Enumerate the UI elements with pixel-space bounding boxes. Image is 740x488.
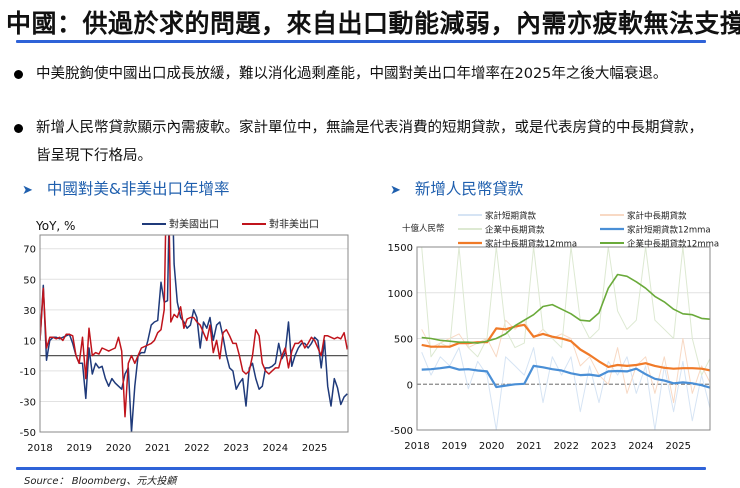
series-line-5: [421, 273, 710, 344]
y-tick-label: 30: [23, 306, 36, 317]
legend-label: 對非美出口: [269, 218, 319, 231]
plot-area: [421, 247, 710, 430]
section-title-loans: ➤ 新增人民幣貸款: [390, 177, 523, 199]
section-title-text: 中國對美&非美出口年增率: [46, 180, 230, 198]
y-tick-label: 70: [23, 245, 36, 256]
bullet-text: 中美脫鉤使中國出口成長放緩，難以消化過剩產能，中國對美出口年增率在2025年之後…: [36, 66, 668, 82]
x-tick-label: 2025: [302, 443, 327, 454]
y-tick-label: 500: [394, 335, 413, 346]
x-tick-label: 2020: [479, 441, 504, 452]
series-line-0: [421, 347, 710, 430]
y-axis-label: 十億人民幣: [402, 223, 445, 234]
legend-label: 企業中長期貸款12mma: [627, 239, 719, 250]
page-title: 中國：供過於求的問題，來自出口動能減弱，內需亦疲軟無法支撐: [6, 9, 740, 38]
y-tick-label: -500: [390, 426, 413, 437]
legend-label: 家計中長期貸款12mma: [485, 239, 577, 250]
section-title-exports: ➤ 中國對美&非美出口年增率: [22, 177, 230, 199]
loans-chart: 1500 1000 500 0 -500 2018 2019 2020 2021 2022 2023…: [388, 211, 720, 453]
y-tick-label: 50: [23, 275, 36, 286]
y-axis-label: YoY, %: [35, 219, 75, 233]
x-tick-label: 2019: [442, 441, 467, 452]
series-line-1: [421, 319, 710, 404]
top-divider: [16, 40, 706, 43]
chevron-right-icon: ➤: [390, 183, 401, 198]
section-title-text: 新增人民幣貸款: [414, 180, 524, 198]
bullet-dot-icon: [14, 124, 23, 133]
x-tick-label: 2021: [145, 443, 170, 454]
y-tick-label: 0: [407, 380, 413, 391]
bottom-divider: [16, 467, 706, 470]
x-tick-label: 2018: [27, 443, 52, 454]
chevron-right-icon: ➤: [22, 183, 33, 198]
x-tick-label: 2023: [223, 443, 248, 454]
series-line-0: [40, 235, 348, 432]
y-tick-label: 10: [23, 336, 36, 347]
series-line-2: [421, 247, 710, 376]
series-line-4: [421, 323, 710, 372]
y-tick-label: -30: [20, 397, 36, 408]
x-tick-label: 2024: [263, 443, 288, 454]
x-tick-label: 2024: [628, 441, 653, 452]
exports-chart: 70 50 30 10 -10 -30 -50 2018 2019 2020 2021 2022 202…: [20, 218, 349, 454]
legend-label: 家計短期貸款: [485, 211, 537, 222]
bullet-text: 新增人民幣貸款顯示內需疲軟。家計單位中，無論是代表消費的短期貸款，或是代表房貸的…: [36, 120, 703, 164]
series-line-3: [421, 364, 710, 389]
y-tick-label: -10: [20, 367, 36, 378]
y-tick-label: -50: [20, 428, 36, 439]
y-tick-label: 1000: [388, 289, 413, 300]
bullet-dot-icon: [14, 70, 23, 79]
legend-label: 家計短期貸款12mma: [627, 225, 711, 236]
x-tick-label: 2021: [516, 441, 541, 452]
legend-label: 對美國出口: [169, 218, 219, 231]
x-tick-label: 2023: [591, 441, 616, 452]
x-tick-label: 2018: [404, 441, 429, 452]
legend-label: 企業中長期貸款: [485, 225, 545, 236]
x-tick-label: 2022: [554, 441, 579, 452]
plot-frame: [416, 246, 711, 431]
series-line-1: [40, 235, 348, 418]
source-note: Source： Bloomberg、元大投顧: [24, 476, 177, 487]
x-tick-label: 2022: [184, 443, 209, 454]
plot-area: [40, 235, 348, 432]
bullet-1: 中美脫鉤使中國出口成長放緩，難以消化過剩產能，中國對美出口年增率在2025年之後…: [14, 60, 704, 88]
x-tick-label: 2020: [106, 443, 131, 454]
legend-label: 家計中長期貸款: [627, 211, 687, 222]
x-tick-label: 2019: [67, 443, 92, 454]
y-tick-label: 1500: [388, 243, 413, 254]
x-tick-label: 2025: [666, 441, 691, 452]
bullet-2: 新增人民幣貸款顯示內需疲軟。家計單位中，無論是代表消費的短期貸款，或是代表房貸的…: [14, 114, 704, 170]
plot-frame: [39, 234, 349, 433]
